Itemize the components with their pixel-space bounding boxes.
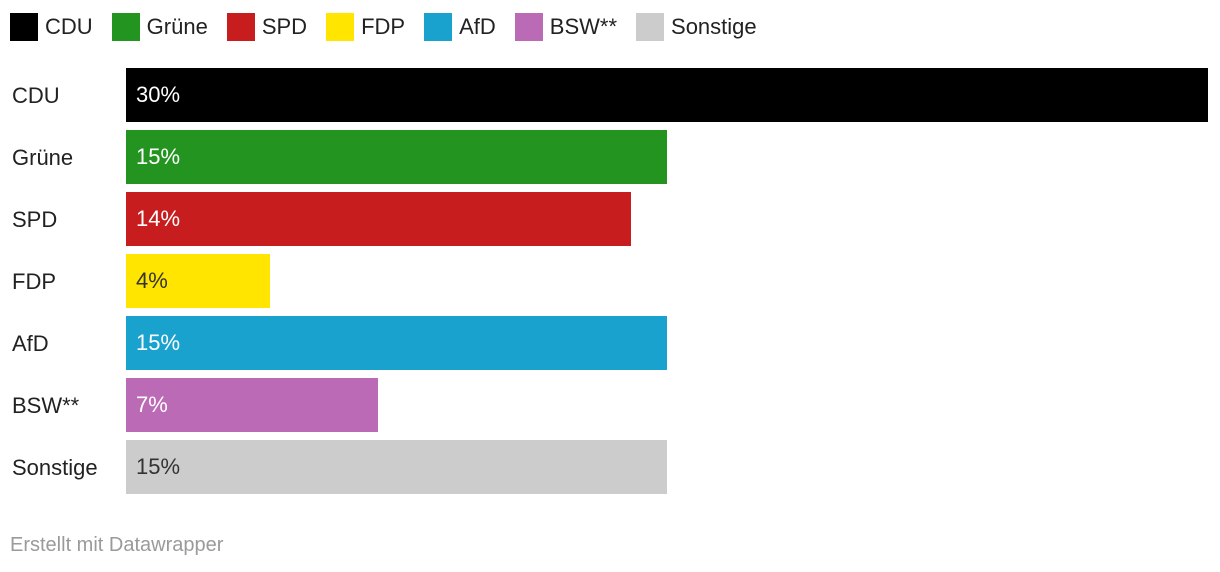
- footer-credit[interactable]: Erstellt mit Datawrapper: [10, 534, 224, 556]
- legend-item: FDP: [326, 13, 405, 41]
- bar-value-label: 30%: [136, 82, 181, 107]
- bar: 30%: [126, 68, 1208, 122]
- legend-swatch: [10, 13, 38, 41]
- bar-value-label: 15%: [136, 454, 181, 479]
- legend-label: SPD: [261, 14, 308, 39]
- bar: 15%: [126, 316, 667, 370]
- bar: 15%: [126, 440, 667, 494]
- bar-chart-area: CDU 30% Grüne 15% SPD 14% FDP 4% AfD 15% BSW** 7% So…: [12, 68, 1208, 494]
- bar-value-label: 14%: [136, 206, 181, 231]
- bar-value-label: 4%: [136, 268, 168, 293]
- legend-swatch: [514, 13, 543, 41]
- legend-label: BSW**: [549, 14, 618, 39]
- bar-value-label: 7%: [136, 392, 168, 417]
- bar-value-label: 15%: [136, 330, 181, 355]
- legend-label: CDU: [45, 14, 93, 39]
- bar: 14%: [126, 192, 631, 246]
- legend-item: Sonstige: [636, 13, 757, 41]
- legend-label: FDP: [361, 14, 406, 39]
- legend-item: CDU: [10, 13, 93, 41]
- category-label: SPD: [12, 207, 58, 232]
- category-label: FDP: [12, 269, 56, 294]
- category-label: CDU: [12, 83, 60, 108]
- legend-label: AfD: [459, 14, 496, 39]
- category-label: AfD: [12, 331, 49, 356]
- legend-label: Sonstige: [671, 14, 757, 39]
- legend: CDU Grüne SPD FDP AfD BSW** Sonstige: [10, 12, 776, 42]
- legend-swatch: [636, 13, 665, 41]
- legend-item: AfD: [424, 13, 496, 41]
- legend-item: Grüne: [111, 13, 208, 41]
- legend-label: Grüne: [146, 14, 208, 39]
- category-label: Sonstige: [12, 455, 98, 480]
- legend-item: SPD: [226, 13, 308, 41]
- bar: 4%: [126, 254, 270, 308]
- legend-item: BSW**: [514, 13, 618, 41]
- category-label: BSW**: [12, 393, 80, 418]
- legend-swatch: [111, 13, 140, 41]
- bar: 15%: [126, 130, 667, 184]
- bar: 7%: [126, 378, 378, 432]
- legend-swatch: [326, 13, 355, 41]
- category-label: Grüne: [12, 145, 74, 170]
- legend-swatch: [424, 13, 453, 41]
- legend-swatch: [226, 13, 255, 41]
- bar-value-label: 15%: [136, 144, 181, 169]
